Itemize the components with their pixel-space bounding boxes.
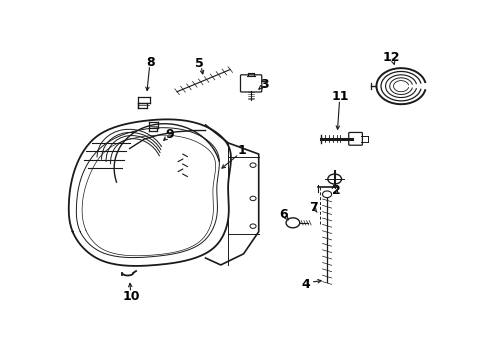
Text: 3: 3 bbox=[260, 78, 269, 91]
Text: 8: 8 bbox=[146, 55, 155, 68]
Text: 2: 2 bbox=[332, 184, 341, 197]
Text: 6: 6 bbox=[279, 208, 288, 221]
Text: 1: 1 bbox=[237, 144, 246, 157]
Text: 7: 7 bbox=[309, 201, 318, 214]
Text: 12: 12 bbox=[383, 51, 400, 64]
Text: 5: 5 bbox=[196, 57, 204, 69]
Text: 10: 10 bbox=[123, 289, 140, 302]
Text: 9: 9 bbox=[165, 128, 174, 141]
Text: 11: 11 bbox=[332, 90, 349, 103]
Text: 4: 4 bbox=[302, 278, 311, 291]
